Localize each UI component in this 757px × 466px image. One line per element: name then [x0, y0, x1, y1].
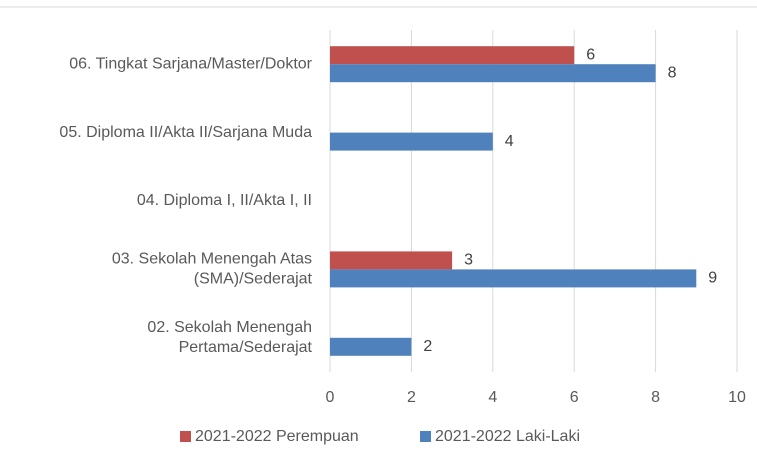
y-tick-label: (SMA)/Sederajat [194, 271, 313, 288]
x-tick-label: 10 [728, 389, 746, 406]
bar [330, 269, 697, 288]
bar [330, 337, 412, 356]
data-label: 3 [464, 252, 473, 269]
x-tick-label: 6 [570, 389, 579, 406]
x-tick-label: 0 [326, 389, 335, 406]
data-label: 4 [505, 133, 514, 150]
bar [330, 251, 453, 270]
legend-swatch [180, 431, 191, 442]
x-tick-label: 4 [488, 389, 497, 406]
y-tick-label: 04. Diploma I, II/Akta I, II [137, 192, 312, 209]
x-tick-label: 8 [651, 389, 660, 406]
data-label: 6 [586, 46, 595, 63]
x-tick-label: 2 [407, 389, 416, 406]
legend-label: 2021-2022 Perempuan [195, 428, 359, 445]
data-label: 2 [423, 338, 432, 355]
y-tick-label: 02. Sekolah Menengah [147, 319, 312, 336]
y-tick-label: 05. Diploma II/Akta II/Sarjana Muda [59, 124, 312, 141]
y-tick-label: 06. Tingkat Sarjana/Master/Doktor [69, 55, 312, 72]
bar [330, 46, 575, 65]
y-tick-label: Pertama/Sederajat [179, 339, 313, 356]
data-label: 9 [708, 270, 717, 287]
legend-label: 2021-2022 Laki-Laki [435, 428, 580, 445]
y-tick-label: 03. Sekolah Menengah Atas [112, 251, 312, 268]
data-label: 8 [668, 64, 677, 81]
bar [330, 132, 493, 151]
legend-swatch [420, 431, 431, 442]
bar [330, 64, 656, 83]
